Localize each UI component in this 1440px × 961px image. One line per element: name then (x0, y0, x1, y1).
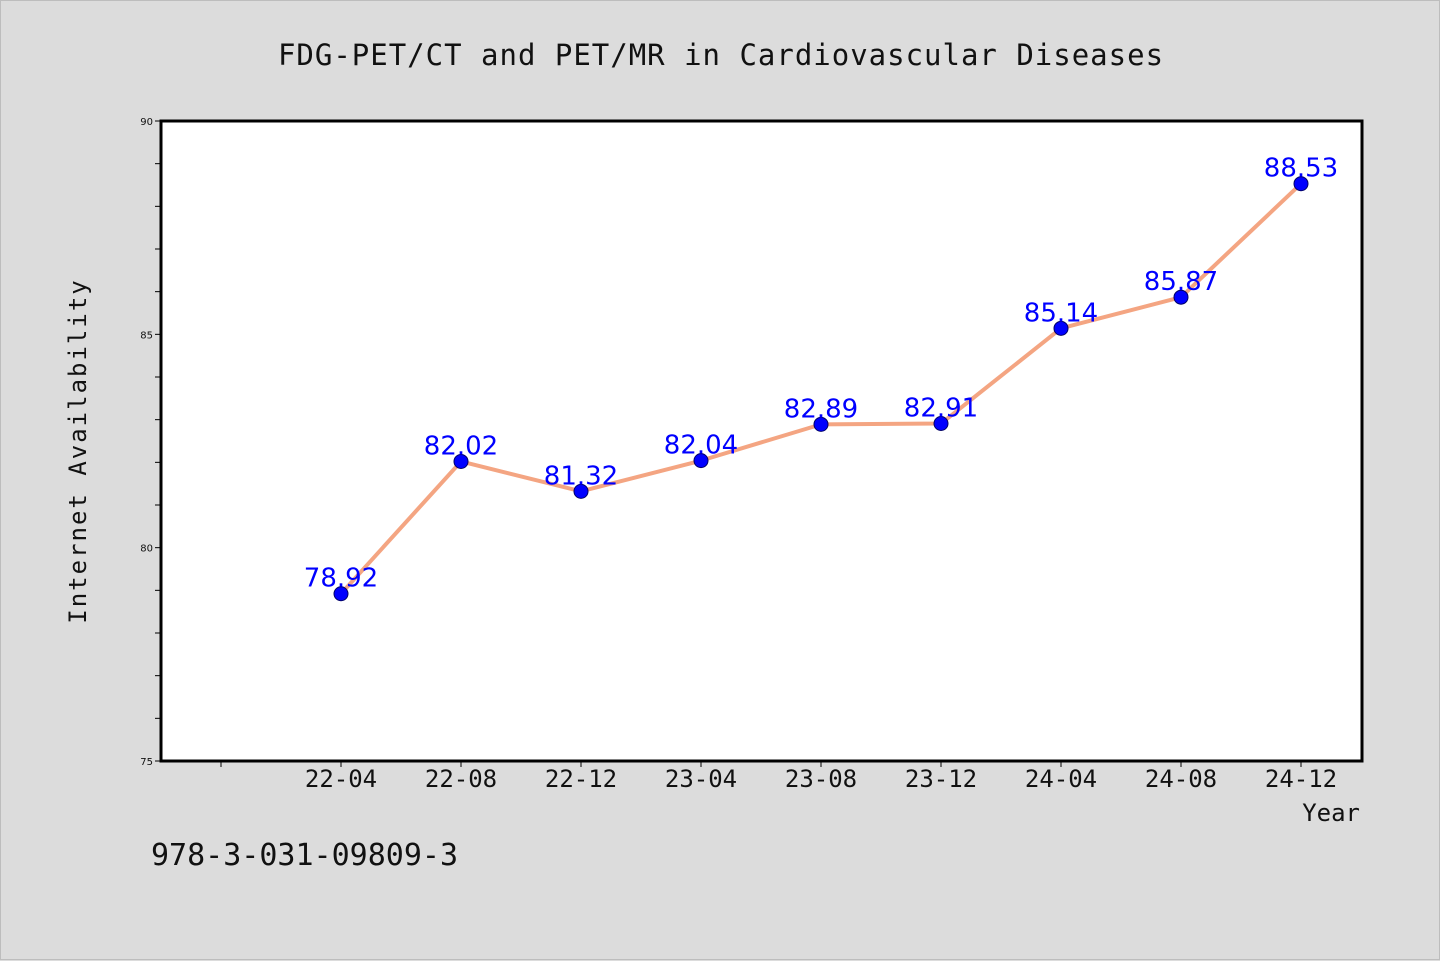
x-tick-label: 24-08 (1145, 765, 1217, 793)
data-label: 85.14 (1024, 298, 1098, 328)
data-label: 81.32 (544, 461, 618, 491)
data-point (1053, 320, 1069, 336)
x-tick-label: 24-04 (1025, 765, 1097, 793)
data-label: 82.02 (424, 431, 498, 461)
data-label: 82.89 (784, 394, 858, 424)
data-label: 82.91 (904, 394, 978, 424)
data-label: 88.53 (1264, 154, 1338, 184)
data-label: 78.92 (304, 564, 378, 594)
series-1: 78.92 82.02 81.32 82.04 82.89 82.91 85.14 85.87… (304, 154, 1338, 602)
data-point (1293, 176, 1309, 192)
data-point (933, 416, 949, 432)
x-tick-label: 23-04 (665, 765, 737, 793)
y-axis-label: Internet Availability (64, 278, 92, 623)
x-axis: 22-04 22-08 22-12 23-04 23-08 23-12 24-04 24-08… (220, 761, 1337, 793)
data-point (573, 483, 589, 499)
x-tick-label: 22-12 (545, 765, 617, 793)
footer-code: 978-3-031-09809-3 (151, 838, 458, 873)
chart-title: FDG-PET/CT and PET/MR in Cardiovascular … (278, 38, 1164, 72)
x-tick-label: 23-08 (785, 765, 857, 793)
data-label: 82.04 (664, 431, 738, 461)
data-point (453, 453, 469, 469)
data-point (333, 586, 349, 602)
x-tick-label: 23-12 (905, 765, 977, 793)
x-tick-label: 22-04 (305, 765, 377, 793)
data-point (693, 453, 709, 469)
y-tick-label: 85 (140, 330, 153, 341)
x-tick-label: 22-08 (425, 765, 497, 793)
x-axis-label: Year (1302, 799, 1360, 827)
data-point (1173, 289, 1189, 305)
y-axis: 75 80 85 90 (140, 117, 161, 768)
x-tick-label: 24-12 (1265, 765, 1337, 793)
data-point (813, 416, 829, 432)
data-label: 85.87 (1144, 267, 1218, 297)
y-tick-label: 80 (140, 544, 153, 555)
y-tick-label: 75 (140, 757, 153, 768)
y-tick-label: 90 (140, 117, 153, 128)
